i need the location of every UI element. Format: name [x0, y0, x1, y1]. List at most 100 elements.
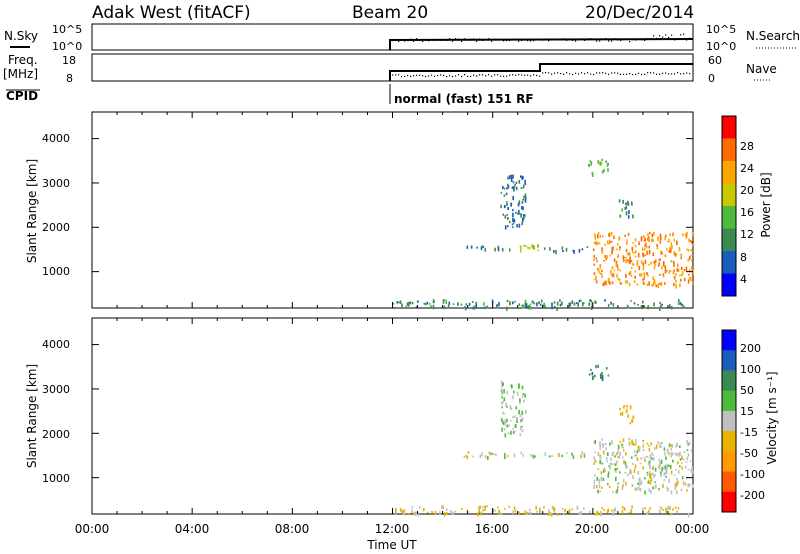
nave-point — [653, 72, 655, 74]
data-cell — [646, 272, 648, 276]
data-cell — [680, 257, 682, 260]
data-cell — [674, 506, 677, 509]
data-cell — [653, 457, 655, 461]
data-cell — [524, 299, 527, 303]
data-cell — [659, 233, 662, 237]
data-cell — [683, 451, 686, 454]
data-cell — [690, 265, 693, 269]
nave-point — [446, 76, 448, 78]
nsearch-label: N.Search — [746, 29, 800, 43]
xtick-2000: 20:00 — [575, 522, 610, 536]
data-cell — [512, 416, 514, 419]
data-cell — [627, 413, 629, 418]
data-cell — [652, 276, 654, 281]
data-cell — [672, 234, 674, 237]
nave-point — [437, 74, 439, 77]
data-cell — [685, 266, 688, 271]
data-cell — [520, 245, 522, 250]
data-cell — [611, 452, 614, 457]
data-cell — [658, 458, 660, 462]
data-cell — [501, 384, 503, 388]
data-cell — [688, 257, 691, 260]
data-cell — [623, 460, 625, 464]
noise-point — [599, 40, 601, 42]
power-ytick-3000: 3000 — [42, 177, 70, 190]
data-cell — [517, 202, 520, 207]
data-cell — [497, 247, 500, 252]
data-cell — [506, 406, 508, 408]
data-cell — [618, 236, 621, 240]
nave-point — [566, 72, 568, 74]
data-cell — [641, 307, 644, 310]
data-cell — [423, 302, 426, 305]
data-cell — [555, 250, 557, 255]
data-cell — [653, 260, 655, 264]
data-cell — [643, 277, 645, 281]
data-cell — [512, 217, 514, 222]
noise-point — [494, 38, 496, 40]
data-cell — [501, 390, 503, 396]
data-cell — [431, 511, 433, 514]
data-cell — [482, 505, 484, 508]
data-cell — [612, 273, 614, 277]
noise-point — [476, 40, 478, 42]
data-cell — [521, 410, 524, 415]
data-cell — [648, 460, 651, 465]
data-cell — [463, 455, 466, 458]
noise-point — [590, 38, 592, 40]
data-cell — [615, 260, 618, 265]
data-cell — [500, 512, 503, 515]
data-cell — [623, 507, 626, 510]
data-cell — [676, 490, 678, 495]
data-cell — [518, 410, 520, 415]
data-cell — [618, 455, 620, 458]
data-cell — [395, 507, 397, 512]
data-cell — [663, 467, 665, 470]
data-cell — [664, 269, 667, 274]
data-cell — [625, 259, 627, 264]
nave-point — [449, 75, 451, 77]
data-cell — [648, 464, 651, 466]
data-cell — [606, 240, 609, 244]
data-cell — [623, 405, 626, 408]
data-cell — [604, 299, 606, 302]
data-cell — [650, 238, 653, 241]
data-cell — [506, 391, 508, 395]
data-cell — [603, 168, 605, 172]
data-cell — [648, 445, 650, 447]
data-cell — [657, 283, 660, 286]
data-cell — [615, 263, 618, 267]
nave-point — [455, 75, 457, 77]
data-cell — [514, 300, 516, 303]
data-cell — [671, 306, 673, 310]
data-cell — [598, 270, 601, 274]
noise-point — [401, 39, 403, 41]
nave-point — [509, 74, 511, 76]
data-cell — [601, 158, 603, 162]
data-cell — [615, 470, 617, 473]
data-cell — [553, 509, 556, 513]
nave-trace — [392, 72, 691, 78]
data-cell — [680, 266, 683, 270]
data-cell — [524, 214, 526, 217]
data-cell — [523, 244, 526, 247]
data-cell — [680, 253, 682, 258]
data-cell — [600, 510, 602, 513]
data-cell — [529, 303, 532, 306]
data-cell — [541, 299, 543, 303]
data-cell — [519, 398, 521, 403]
data-cell — [649, 489, 652, 492]
data-cell — [664, 282, 666, 285]
nave-point — [464, 74, 466, 76]
data-cell — [512, 510, 514, 515]
data-cell — [596, 243, 598, 246]
power-axes — [91, 112, 694, 308]
data-cell — [594, 513, 597, 516]
nave-point — [545, 72, 547, 74]
data-cell — [616, 248, 618, 251]
nave-point — [593, 73, 595, 76]
data-cell — [648, 264, 650, 266]
noise-point — [626, 38, 628, 40]
data-cell — [539, 510, 541, 513]
station-title: Adak West (fitACF) — [92, 3, 251, 23]
